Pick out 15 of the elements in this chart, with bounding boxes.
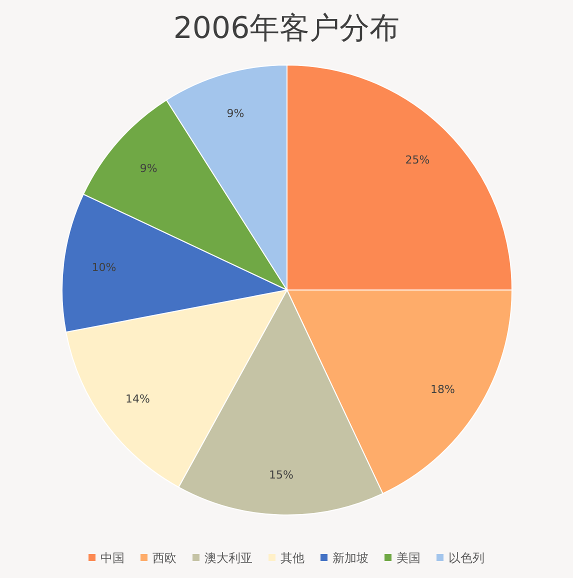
data-label: 15% <box>268 468 294 482</box>
legend-label: 其他 <box>280 551 304 565</box>
chart-title: 2006年客户分布 <box>173 11 400 46</box>
data-label: 14% <box>126 392 150 406</box>
data-label: 25% <box>405 154 430 167</box>
legend-label: 西欧 <box>152 551 176 565</box>
legend-label: 中国 <box>100 551 124 565</box>
legend-label: 美国 <box>396 551 420 565</box>
legend-label: 以色列 <box>448 551 484 565</box>
legend-label: 新加坡 <box>332 551 368 565</box>
data-label: 9% <box>140 162 158 175</box>
data-label: 9% <box>226 106 244 120</box>
data-label: 10% <box>92 260 116 274</box>
legend-label: 澳大利亚 <box>204 551 252 565</box>
data-label: 18% <box>430 382 456 396</box>
